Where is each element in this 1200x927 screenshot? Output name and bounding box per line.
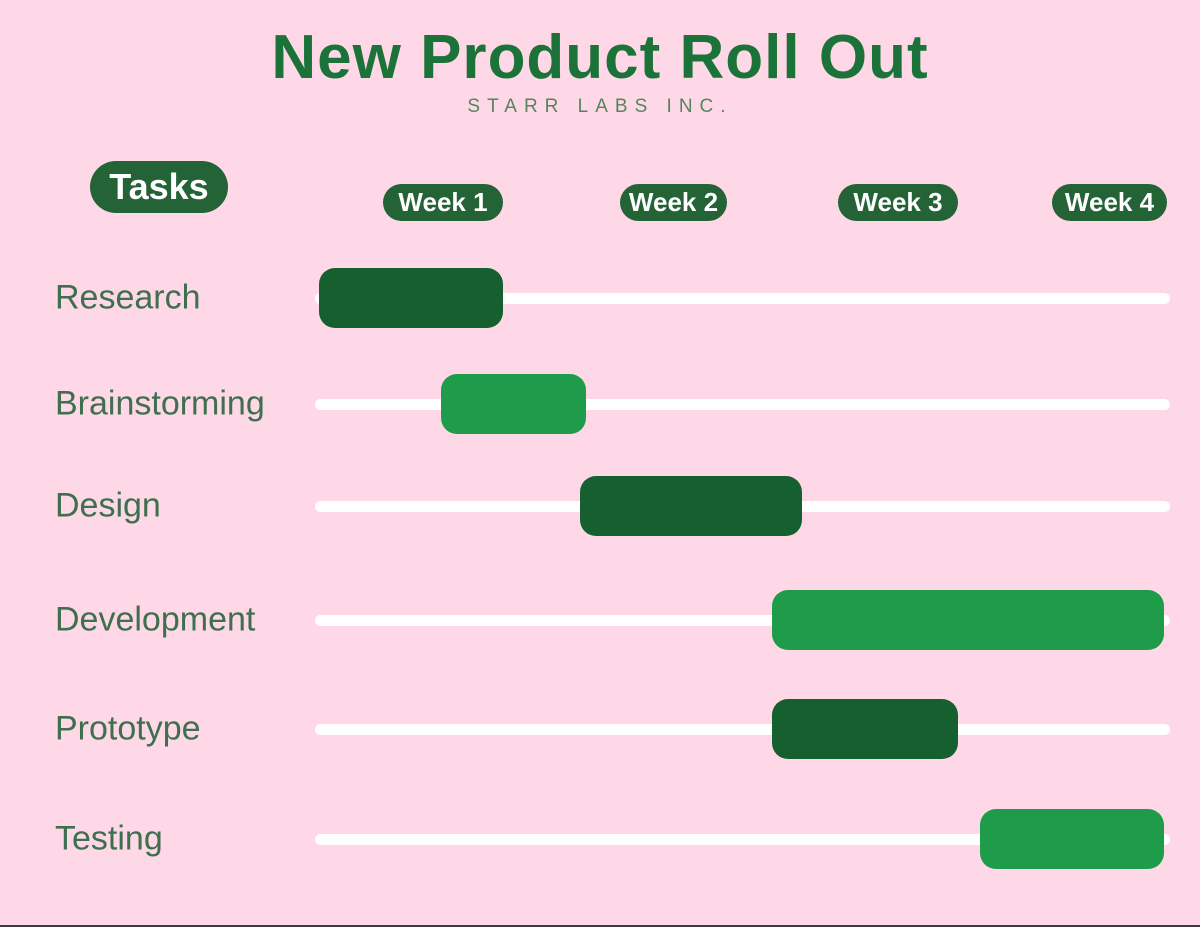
task-bar-prototype bbox=[772, 699, 959, 759]
bottom-rule bbox=[0, 925, 1200, 927]
task-label-development: Development bbox=[55, 600, 256, 639]
task-track-testing bbox=[315, 833, 1170, 845]
task-track-research bbox=[315, 292, 1170, 304]
week-pill-3: Week 3 bbox=[838, 184, 958, 221]
chart-subtitle: STARR LABS INC. bbox=[467, 96, 733, 117]
task-label-design: Design bbox=[55, 486, 161, 525]
tasks-header-label: Tasks bbox=[109, 166, 209, 207]
task-track-prototype bbox=[315, 723, 1170, 735]
task-bar-brainstorming bbox=[441, 374, 587, 434]
chart-title: New Product Roll Out bbox=[271, 23, 929, 92]
task-bar-testing bbox=[979, 809, 1164, 869]
task-bar-research bbox=[319, 268, 504, 328]
week-pill-4: Week 4 bbox=[1052, 184, 1167, 221]
task-label-research: Research bbox=[55, 278, 201, 317]
task-label-brainstorming: Brainstorming bbox=[55, 384, 265, 423]
week-pill-2: Week 2 bbox=[620, 184, 727, 221]
tasks-header-pill: Tasks bbox=[90, 161, 228, 213]
task-bar-development bbox=[772, 590, 1164, 650]
week-pill-1: Week 1 bbox=[383, 184, 503, 221]
task-label-prototype: Prototype bbox=[55, 709, 201, 748]
task-track-brainstorming bbox=[315, 398, 1170, 410]
task-track-development bbox=[315, 614, 1170, 626]
task-label-testing: Testing bbox=[55, 819, 163, 858]
task-bar-design bbox=[580, 476, 803, 536]
